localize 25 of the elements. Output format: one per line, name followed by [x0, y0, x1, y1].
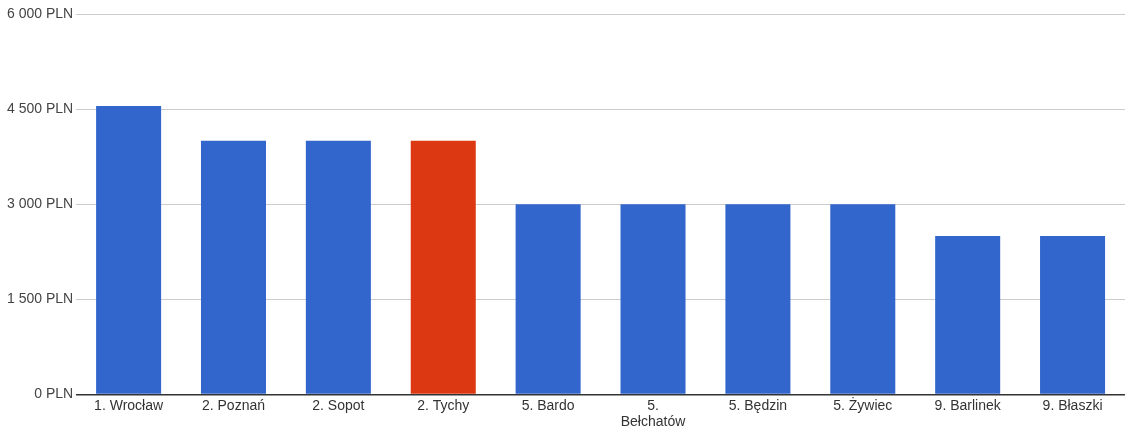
x-tick-label: 9. Barlinek: [934, 396, 1002, 413]
bar: [515, 204, 581, 394]
bar: [96, 105, 162, 394]
x-tick-label: 5. Będzin: [728, 396, 788, 413]
bar: [305, 140, 371, 394]
x-tick-label: 2. Poznań: [201, 396, 266, 413]
y-tick-label: 0 PLN: [34, 385, 74, 402]
x-tick-label: 1. Wrocław: [94, 396, 164, 413]
x-tick-label: 5. Bardo: [521, 396, 575, 413]
bar: [935, 235, 1001, 394]
y-tick-label: 6 000 PLN: [6, 4, 74, 21]
x-tick-label: 2. Sopot: [312, 396, 365, 413]
bar: [725, 204, 791, 394]
bar: [830, 204, 896, 394]
y-tick-label: 3 000 PLN: [6, 195, 74, 212]
x-tick-label: 5. Bełchatów: [620, 396, 687, 430]
y-tick-label: 1 500 PLN: [6, 290, 74, 307]
bar: [200, 140, 266, 394]
x-tick-label: 9. Błaszki: [1042, 396, 1103, 413]
x-tick-label: 2. Tychy: [417, 396, 470, 413]
bar: [620, 204, 686, 394]
x-tick-label: 5. Żywiec: [833, 395, 893, 413]
bar: [1040, 235, 1106, 394]
bar: [410, 140, 476, 394]
y-tick-label: 4 500 PLN: [6, 99, 74, 116]
